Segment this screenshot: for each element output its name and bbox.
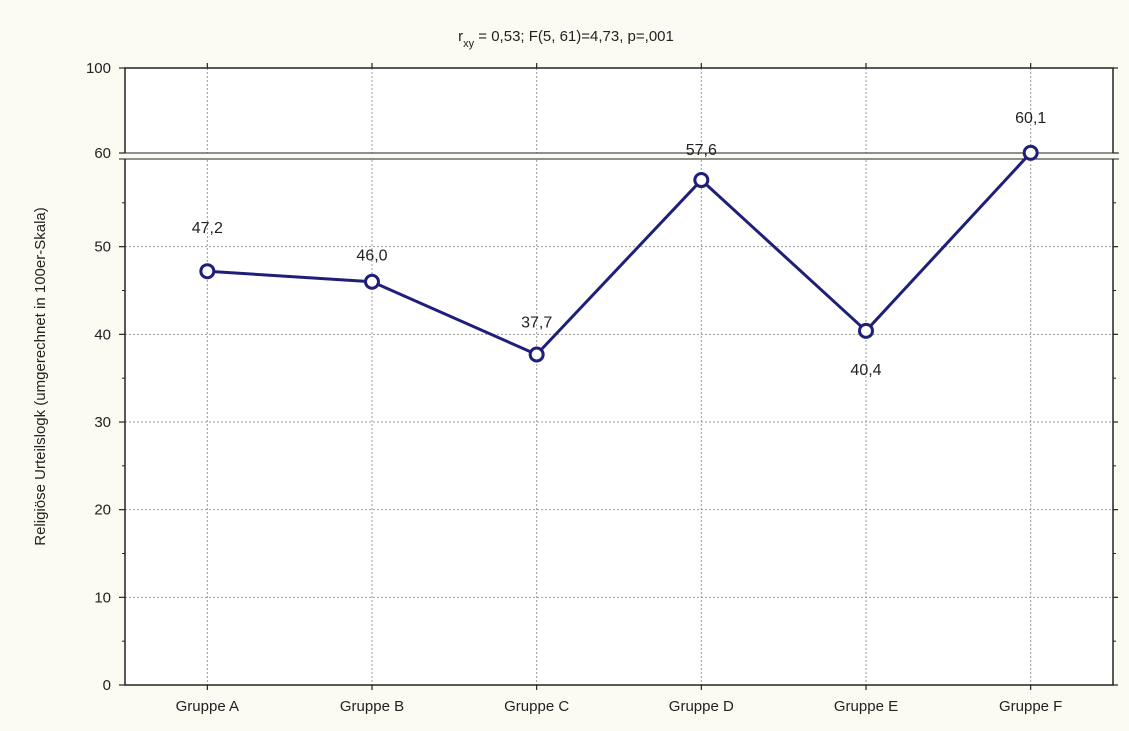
plot-area: [125, 68, 1113, 685]
axis-break-band: [119, 153, 1119, 159]
y-tick-label: 50: [94, 239, 111, 256]
data-point-marker: [1022, 144, 1039, 161]
x-tick-label: Gruppe F: [999, 698, 1062, 715]
x-tick-label: Gruppe E: [834, 698, 898, 715]
y-tick-label: 30: [94, 414, 111, 431]
plot-frame: [124, 67, 1114, 686]
data-label: 46,0: [356, 248, 387, 265]
y-tick-label: 40: [94, 326, 111, 343]
data-point-marker: [693, 172, 710, 189]
x-tick-label: Gruppe B: [340, 698, 404, 715]
data-point-marker: [858, 322, 874, 339]
y-tick-label: 20: [94, 502, 111, 519]
series-line: [207, 151, 1032, 356]
y-tick-label: 60: [94, 145, 111, 162]
x-tick-label: Gruppe A: [176, 698, 239, 715]
y-tick-label: 100: [86, 60, 111, 77]
data-label: 60,1: [1015, 110, 1046, 127]
data-label: 57,6: [686, 142, 717, 159]
x-tick-label: Gruppe C: [504, 698, 569, 715]
data-point-marker: [199, 263, 216, 280]
data-point-marker: [364, 273, 380, 290]
chart-title: rxy = 0,53; F(5, 61)=4,73, p=,001: [458, 28, 674, 50]
data-point-marker: [528, 346, 545, 363]
data-label: 47,2: [192, 220, 223, 237]
data-label: 37,7: [521, 314, 552, 331]
y-tick-label: 10: [94, 589, 111, 606]
y-tick-label: 0: [103, 677, 111, 694]
x-tick-label: Gruppe D: [669, 698, 734, 715]
data-label: 40,4: [850, 362, 881, 379]
y-axis-title: Religiöse Urteilslogk (umgerechnet in 10…: [32, 207, 49, 546]
